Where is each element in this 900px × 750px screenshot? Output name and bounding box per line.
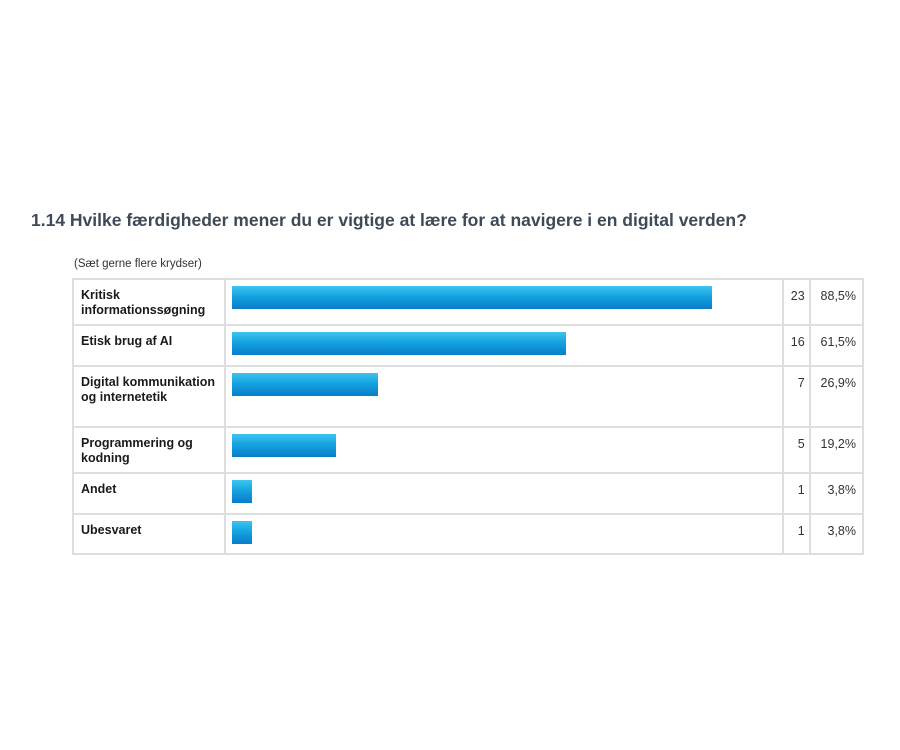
category-label: Digital kommunikation og internetetik <box>72 365 226 428</box>
bar <box>231 434 337 457</box>
results-table: Kritisk informationssøgning 23 88,5% Eti… <box>72 278 865 555</box>
response-count: 1 <box>781 472 811 515</box>
bar-cell <box>223 278 784 326</box>
bar-cell <box>223 365 784 428</box>
bar-cell <box>223 513 784 555</box>
table-row: Digital kommunikation og internetetik 7 … <box>72 365 865 428</box>
response-count: 7 <box>781 365 811 428</box>
table-row: Kritisk informationssøgning 23 88,5% <box>72 278 865 326</box>
bar-cell <box>223 324 784 367</box>
question-title: 1.14 Hvilke færdigheder mener du er vigt… <box>31 210 747 230</box>
category-label: Kritisk informationssøgning <box>72 278 226 326</box>
category-label: Ubesvaret <box>72 513 226 555</box>
bar <box>231 373 378 396</box>
bar <box>231 521 253 544</box>
table-row: Ubesvaret 1 3,8% <box>72 513 865 555</box>
percentage-label: 19,2% <box>808 426 865 474</box>
percentage-label: 3,8% <box>808 513 865 555</box>
question-instruction: (Sæt gerne flere krydser) <box>74 258 202 270</box>
response-count: 5 <box>781 426 811 474</box>
percentage-label: 61,5% <box>808 324 865 367</box>
table-row: Etisk brug af AI 16 61,5% <box>72 324 865 367</box>
bar <box>231 332 566 355</box>
percentage-label: 26,9% <box>808 365 865 428</box>
response-count: 16 <box>781 324 811 367</box>
category-label: Andet <box>72 472 226 515</box>
bar-cell <box>223 426 784 474</box>
percentage-label: 3,8% <box>808 472 865 515</box>
category-label: Etisk brug af AI <box>72 324 226 367</box>
response-count: 1 <box>781 513 811 555</box>
table-row: Andet 1 3,8% <box>72 472 865 515</box>
bar <box>231 286 713 309</box>
category-label: Programmering og kodning <box>72 426 226 474</box>
table-row: Programmering og kodning 5 19,2% <box>72 426 865 474</box>
response-count: 23 <box>781 278 811 326</box>
percentage-label: 88,5% <box>808 278 865 326</box>
bar <box>231 480 253 503</box>
bar-cell <box>223 472 784 515</box>
